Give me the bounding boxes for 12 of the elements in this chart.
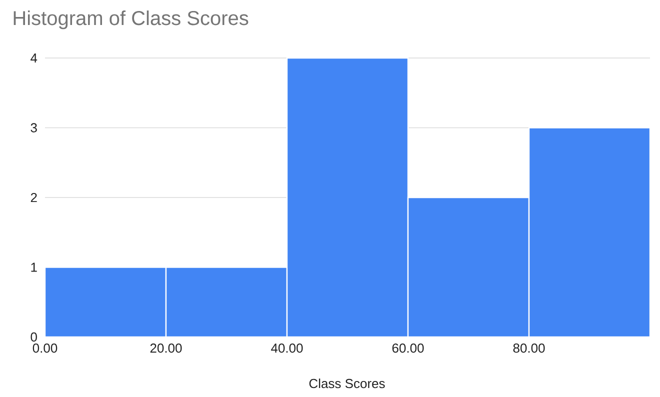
x-tick-label: 80.00 (513, 344, 545, 353)
x-tick-label: 20.00 (150, 344, 182, 353)
y-tick-label: 4 (30, 54, 38, 62)
chart-title: Histogram of Class Scores (14, 10, 248, 30)
x-tick-label: 40.00 (271, 344, 303, 353)
x-tick-label: 0.00 (32, 344, 58, 353)
y-tick-label: 3 (30, 123, 37, 132)
x-tick-label: 60.00 (392, 344, 424, 353)
y-tick-label: 0 (30, 332, 37, 342)
y-tick-label: 2 (30, 192, 37, 202)
x-axis-title: Class Scores (309, 378, 385, 388)
y-tick-label: 1 (31, 262, 37, 272)
